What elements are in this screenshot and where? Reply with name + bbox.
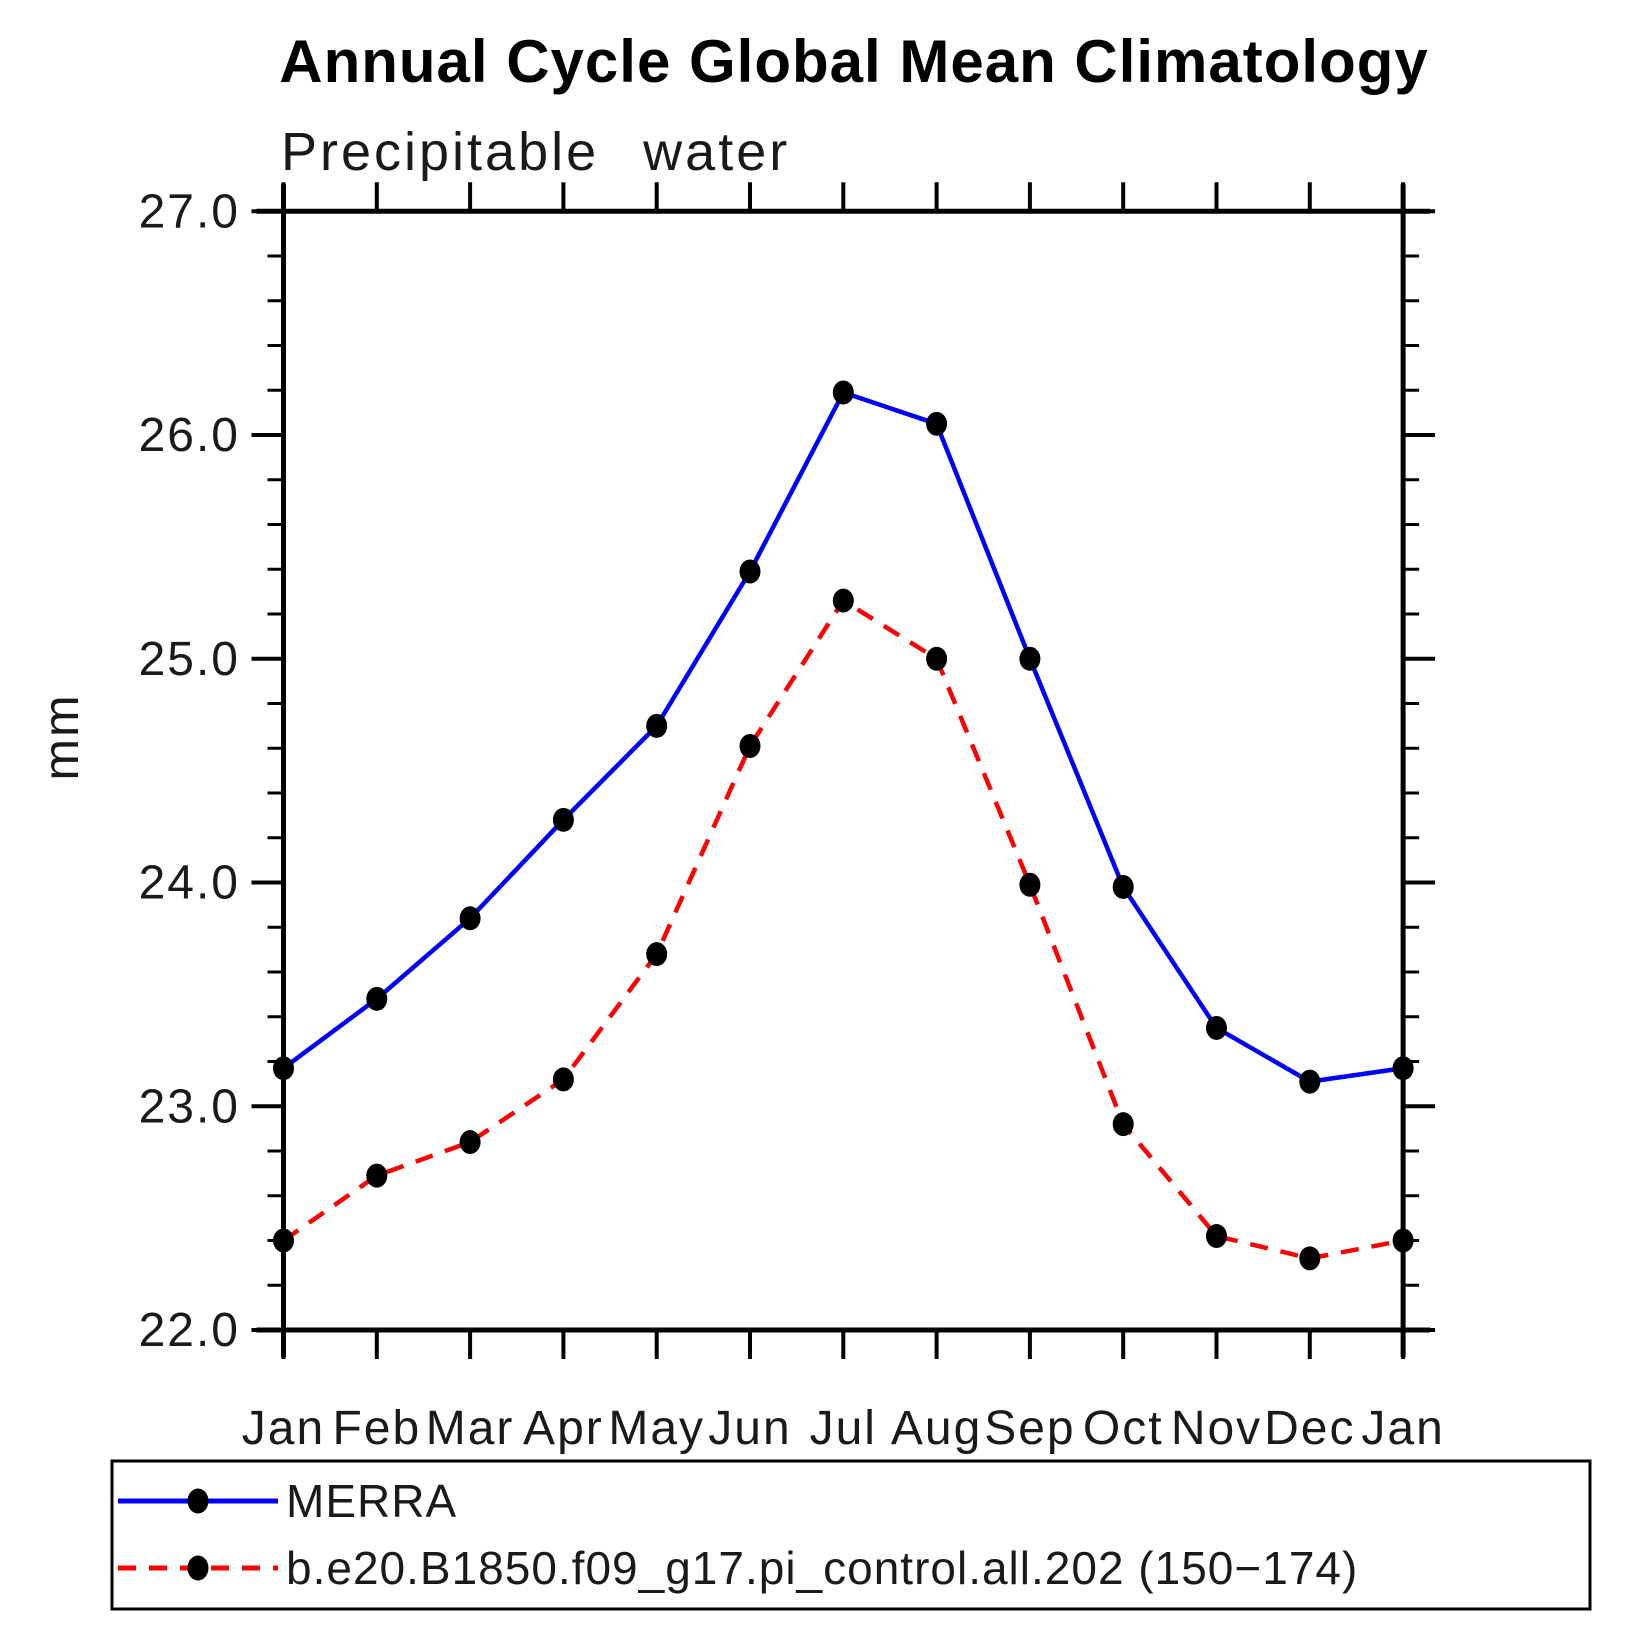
x-tick-label: May xyxy=(608,1402,705,1455)
y-tick-label: 22.0 xyxy=(139,1304,240,1357)
data-point-marker xyxy=(366,986,388,1011)
data-point-marker xyxy=(646,942,668,967)
x-tick-label: Nov xyxy=(1171,1402,1262,1455)
data-point-marker xyxy=(273,1228,294,1253)
x-tick-label: Mar xyxy=(426,1402,515,1455)
data-point-marker xyxy=(1392,1228,1414,1253)
x-tick-label: Sep xyxy=(984,1402,1075,1455)
y-tick-label: 27.0 xyxy=(139,185,240,238)
data-point-marker xyxy=(459,1130,481,1155)
data-point-marker xyxy=(739,559,761,584)
x-tick-label: Jun xyxy=(708,1402,791,1455)
y-tick-label: 23.0 xyxy=(139,1080,240,1133)
x-tick-label: Jan xyxy=(242,1402,325,1455)
data-point-marker xyxy=(646,713,668,738)
data-point-marker xyxy=(1392,1056,1414,1081)
x-tick-label: Feb xyxy=(332,1402,421,1455)
data-point-marker xyxy=(1299,1246,1321,1271)
data-point-marker xyxy=(832,588,854,613)
data-point-marker xyxy=(1112,874,1134,899)
legend-marker-model-icon xyxy=(187,1555,209,1581)
data-point-marker xyxy=(459,906,481,931)
y-tick-label: 26.0 xyxy=(139,409,240,462)
data-point-marker xyxy=(926,646,948,671)
y-axis-label: mm xyxy=(33,693,89,780)
data-point-marker xyxy=(366,1163,388,1188)
data-point-marker xyxy=(1019,646,1041,671)
x-tick-label: Dec xyxy=(1264,1402,1355,1455)
data-point-marker xyxy=(552,807,574,832)
data-point-marker xyxy=(1206,1015,1227,1040)
data-point-marker xyxy=(1299,1069,1321,1094)
x-tick-label: Aug xyxy=(891,1402,982,1455)
legend-marker-merra-icon xyxy=(187,1488,209,1514)
data-point-marker xyxy=(832,380,854,405)
chart-title: Annual Cycle Global Mean Climatology xyxy=(279,28,1429,95)
series-line-model xyxy=(282,598,1404,1261)
legend-box xyxy=(110,1459,1592,1611)
plot-area: Jan Feb Mar Apr May Jun Jul Aug Sep Oct Nov Dec Jan2… xyxy=(139,182,1444,1455)
data-point-marker xyxy=(1112,1112,1134,1137)
data-point-marker xyxy=(552,1067,574,1092)
data-point-marker xyxy=(1206,1224,1227,1249)
legend-label-model: b.e20.B1850.f09_g17.pi_control.all.202 (… xyxy=(286,1542,1358,1594)
x-tick-label: Apr xyxy=(523,1402,604,1455)
data-point-marker xyxy=(1019,872,1041,897)
legend-label-merra: MERRA xyxy=(286,1475,457,1527)
chart-subtitle: Precipitable water xyxy=(281,122,790,182)
x-tick-label: Oct xyxy=(1083,1402,1164,1455)
data-point-marker xyxy=(739,734,761,759)
data-point-marker xyxy=(273,1056,294,1081)
y-tick-label: 24.0 xyxy=(139,857,240,910)
data-point-marker xyxy=(926,411,948,436)
x-tick-label: Jan xyxy=(1361,1402,1444,1455)
y-tick-label: 25.0 xyxy=(139,633,240,686)
x-tick-label: Jul xyxy=(810,1402,877,1455)
legend: MERRA b.e20.B1850.f09_g17.pi_control.all… xyxy=(110,1459,1592,1611)
series-line-merra xyxy=(282,390,1404,1084)
